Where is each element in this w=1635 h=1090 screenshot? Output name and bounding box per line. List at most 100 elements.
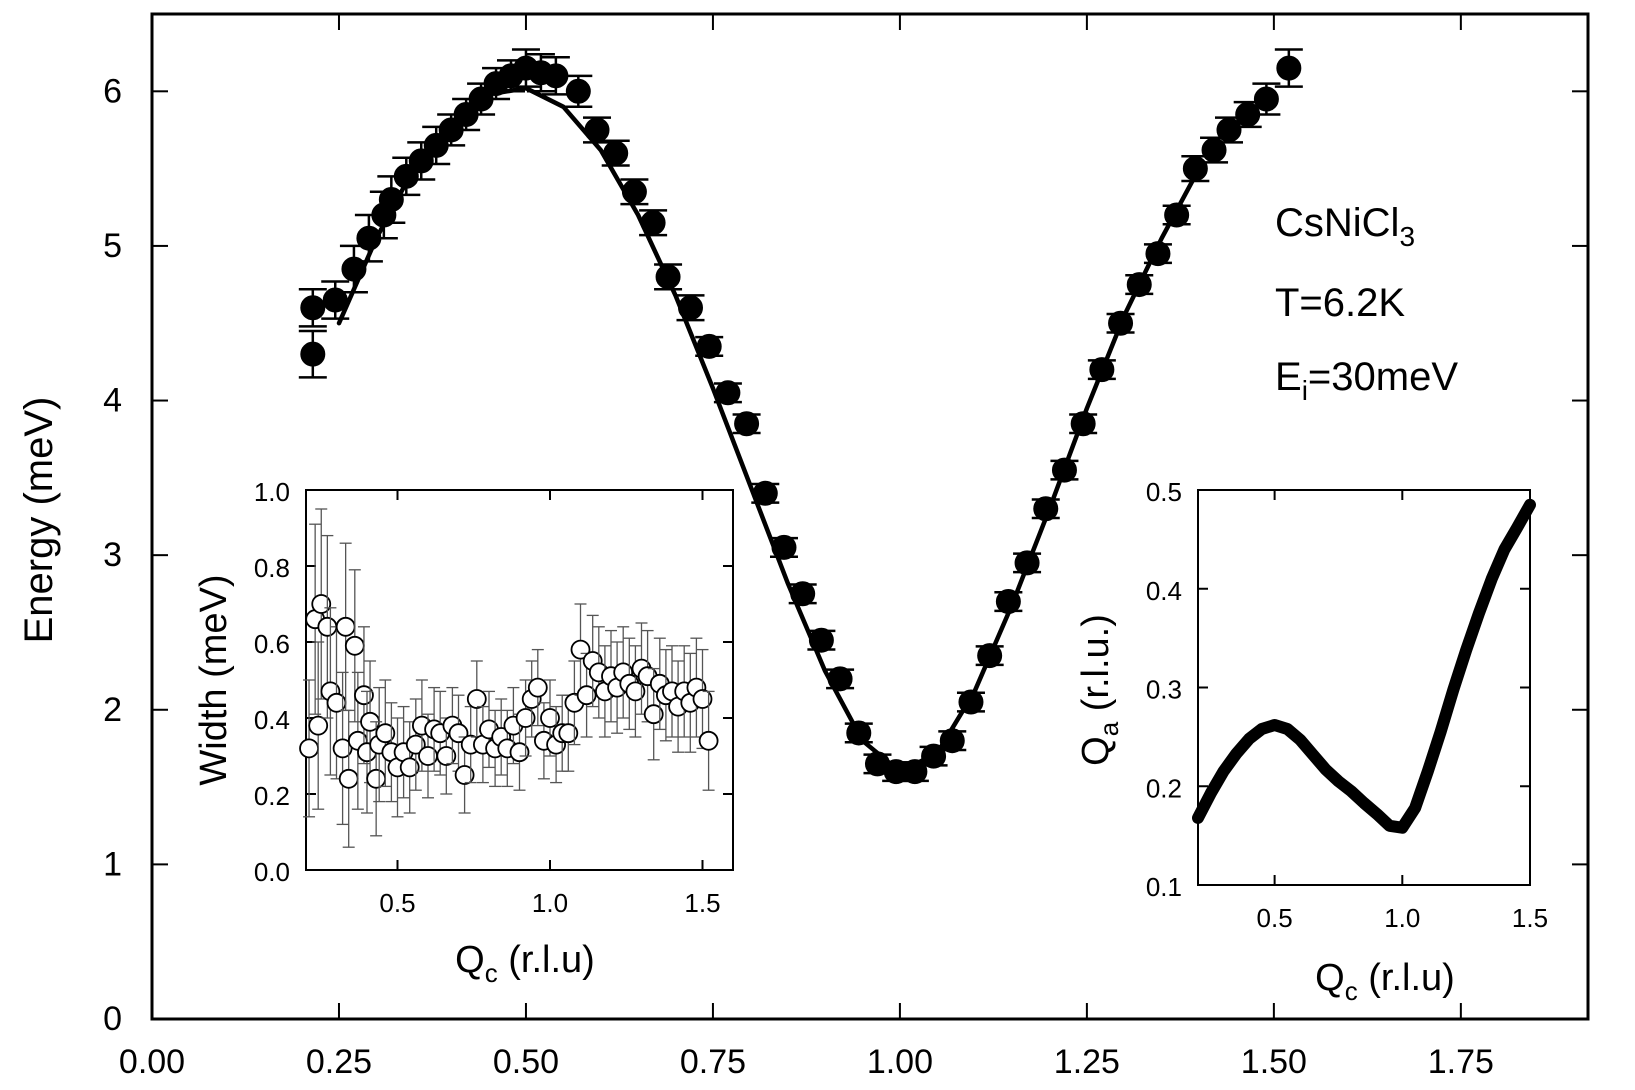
inset-width-data-point (436, 746, 457, 766)
main-x-tick-label: 1.75 (1428, 1043, 1494, 1081)
inset-width-x-tick-label: 1.5 (684, 888, 720, 918)
inset-width-data-point (454, 765, 475, 785)
inset-width-y-label: Width (meV) (193, 574, 235, 785)
inset-qa-y-tick-label: 0.3 (1146, 675, 1182, 705)
inset-width-y-tick-label: 0.6 (254, 629, 290, 659)
compound-base: CsNiCl (1275, 201, 1399, 245)
energy-subscript: i (1302, 375, 1308, 406)
inset-qa-series-line (1192, 498, 1536, 834)
main-data-point (1253, 86, 1279, 112)
inset-qa-y-label-rest: (r.l.u.) (1075, 614, 1117, 722)
main-y-tick-label: 6 (103, 72, 122, 110)
inset-qa-x-label-base: Q (1315, 957, 1345, 999)
main-y-axis-label: Energy (meV) (17, 397, 61, 644)
inset-qa-x-tick-label: 1.0 (1384, 903, 1420, 933)
inset-width-data-point (509, 742, 530, 763)
main-y-tick-label: 1 (103, 845, 122, 883)
inset-qa-x-tick-label: 1.5 (1512, 903, 1548, 933)
inset-width-data-point (344, 635, 365, 656)
inset-qa-y-label-subscript: a (1094, 721, 1124, 736)
inset-width-y-tick-label: 0.8 (254, 553, 290, 583)
inset-width-data-point (405, 734, 426, 755)
energy-rest: =30meV (1308, 355, 1458, 399)
inset-width-data-point (399, 757, 420, 778)
main-data-point (300, 295, 326, 321)
main-data-point (300, 341, 326, 367)
main-data-point (1276, 55, 1302, 81)
main-x-tick-label: 0.00 (119, 1043, 185, 1081)
inset-width-data-point (311, 594, 332, 614)
inset-qa-axis-ticks: 0.5 1.0 1.5 0.1 0.2 0.3 0.4 0.5 (1146, 477, 1548, 933)
inset-qa-y-label: Qa (r.l.u.) (1075, 614, 1124, 766)
inset-width-data-point (698, 730, 719, 751)
inset-width-data-point (625, 681, 646, 702)
main-x-tick-label: 1.00 (867, 1043, 933, 1081)
inset-qa-x-label: Qc (r.l.u) (1315, 957, 1455, 1006)
inset-width-data-point (576, 685, 597, 706)
inset-width-y-tick-label: 0.4 (254, 705, 290, 735)
inset-width-data-point (466, 689, 487, 709)
main-y-tick-label: 0 (103, 1000, 122, 1038)
inset-width-data-point (558, 723, 579, 744)
main-y-tick-label: 3 (103, 536, 122, 574)
inset-width-data-point (366, 768, 387, 789)
main-x-tick-label: 0.75 (680, 1043, 746, 1081)
energy-base: E (1275, 355, 1302, 399)
main-series-line (336, 85, 1202, 774)
inset-width-data-point (448, 723, 469, 744)
inset-width-data-point (354, 685, 374, 706)
inset-width-axis-ticks: 0.5 1.0 1.5 0.0 0.2 0.4 0.6 0.8 1.0 (254, 477, 733, 918)
inset-width-x-tick-label: 0.5 (379, 888, 415, 918)
inset-width-y-tick-label: 1.0 (254, 477, 290, 507)
inset-width-x-tick-label: 1.0 (532, 888, 568, 918)
main-data-point (543, 63, 569, 89)
inset-qa-x-tick-label: 0.5 (1257, 903, 1293, 933)
inset-width-y-tick-label: 0.0 (254, 857, 290, 887)
inset-qa-y-tick-label: 0.5 (1146, 477, 1182, 507)
inset-width-data-point (299, 738, 319, 759)
inset-width-data-point (527, 677, 548, 698)
inset-width-data-point (540, 708, 560, 728)
inset-qa-y-tick-label: 0.2 (1146, 773, 1182, 803)
incident-energy-label: Ei=30meV (1275, 355, 1458, 406)
main-data-point (734, 411, 760, 437)
main-y-tick-label: 4 (103, 382, 122, 420)
inset-qa-plot-area (1192, 498, 1536, 834)
main-data-point (1201, 137, 1227, 163)
main-plot-area (298, 48, 1303, 785)
inset-width-x-label-rest: (r.l.u) (498, 939, 595, 981)
inset-width-plot-area (299, 508, 719, 848)
inset-width-data-point (375, 723, 396, 744)
compound-label: CsNiCl3 (1275, 201, 1415, 252)
main-y-tick-label: 5 (103, 227, 122, 265)
inset-width-data-point (515, 708, 536, 728)
inset-qa-x-label-rest: (r.l.u) (1358, 957, 1455, 999)
main-data-point (1216, 117, 1242, 143)
inset-qa-y-label-base: Q (1075, 736, 1117, 766)
main-plot-frame (150, 12, 1590, 1021)
main-data-point (565, 78, 591, 104)
inset-width-data-point (643, 704, 664, 725)
main-x-tick-label: 1.25 (1054, 1043, 1120, 1081)
main-y-tick-label: 2 (103, 691, 122, 729)
compound-subscript: 3 (1399, 221, 1415, 252)
inset-width-data-point (692, 689, 713, 709)
inset-qa-x-label-subscript: c (1345, 976, 1358, 1006)
inset-width-data-point (335, 616, 356, 637)
inset-width-x-label-subscript: c (485, 958, 498, 988)
inset-width-data-point (338, 768, 359, 789)
temperature-label: T=6.2K (1275, 281, 1405, 325)
main-x-tick-label: 0.50 (493, 1043, 559, 1081)
main-axis-ticks: 0.00 0.25 0.50 0.75 1.00 1.25 1.50 1.75 0 1 2 3 4 5 6 (103, 14, 1588, 1081)
inset-width-data-point (308, 715, 329, 736)
inset-qa-y-tick-label: 0.1 (1146, 872, 1182, 902)
main-x-tick-label: 1.50 (1241, 1043, 1307, 1081)
inset-qa-y-tick-label: 0.4 (1146, 576, 1182, 606)
inset-width-data-point (570, 639, 591, 660)
inset-qa-background (1198, 490, 1530, 885)
main-x-tick-label: 0.25 (306, 1043, 372, 1081)
inset-width-x-label-base: Q (455, 939, 485, 981)
inset-width-x-label: Qc (r.l.u) (455, 939, 595, 988)
inset-width-y-tick-label: 0.2 (254, 781, 290, 811)
